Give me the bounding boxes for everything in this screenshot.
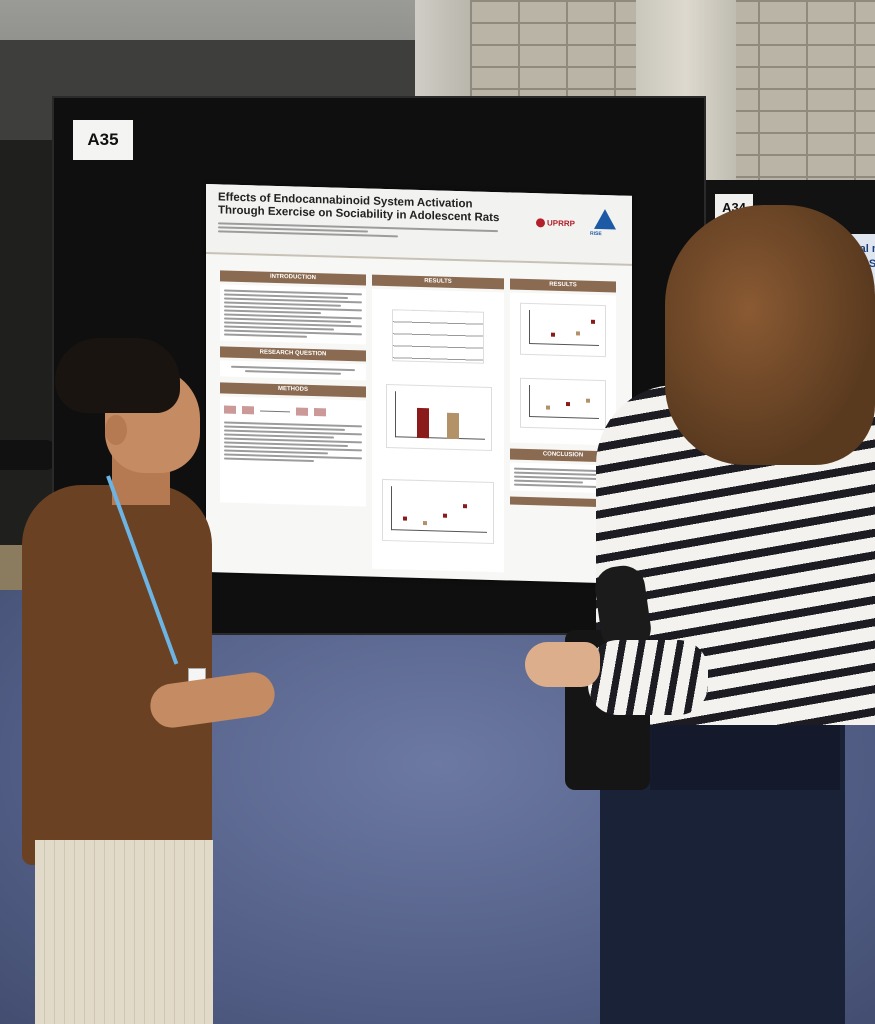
- poster-column-1: INTRODUCTION RESEARCH QUESTION METHODS: [220, 270, 366, 512]
- university-logo-text: UPRRP: [547, 218, 576, 228]
- poster-header: Effects of Endocannabinoid System Activa…: [206, 184, 632, 266]
- chart-point: [423, 521, 427, 526]
- cocktail-table: [0, 440, 60, 470]
- chart-point: [403, 516, 407, 521]
- poster-column-2: RESULTS: [372, 274, 504, 573]
- line-chart-figure: [382, 478, 494, 545]
- methods-body: [220, 396, 366, 507]
- chart-bar: [417, 407, 429, 439]
- man-ear: [105, 415, 127, 445]
- results-figures-2: [510, 292, 616, 446]
- design-table: [392, 309, 484, 364]
- woman-hand: [525, 642, 600, 687]
- woman-striped-sleeve: [588, 640, 708, 715]
- rise-logo-text: RISE: [590, 230, 602, 238]
- board-number-sign: A35: [73, 120, 133, 160]
- research-question-body: [220, 360, 366, 381]
- section-header-results: RESULTS: [372, 274, 504, 290]
- chart-bar: [447, 412, 459, 440]
- section-header-research-question: RESEARCH QUESTION: [220, 346, 366, 362]
- results-figures: [372, 288, 504, 573]
- chart-point: [463, 504, 467, 509]
- introduction-body: [220, 284, 366, 345]
- section-header-methods: METHODS: [220, 382, 366, 398]
- man-curly-hair: [55, 338, 180, 413]
- rise-triangle-icon: [594, 208, 616, 230]
- section-header-introduction: INTRODUCTION: [220, 270, 366, 286]
- man-striped-pants: [35, 840, 213, 1024]
- woman-curly-hair: [665, 205, 875, 465]
- scatter-figure: [520, 377, 606, 431]
- chart-point: [443, 513, 447, 518]
- research-poster: Effects of Endocannabinoid System Activa…: [206, 184, 632, 584]
- university-logo: UPRRP: [536, 215, 586, 230]
- bar-chart-figure: [386, 384, 492, 451]
- scatter-figure: [520, 302, 606, 358]
- methods-diagram: [224, 400, 362, 424]
- section-header-results: RESULTS: [510, 278, 616, 293]
